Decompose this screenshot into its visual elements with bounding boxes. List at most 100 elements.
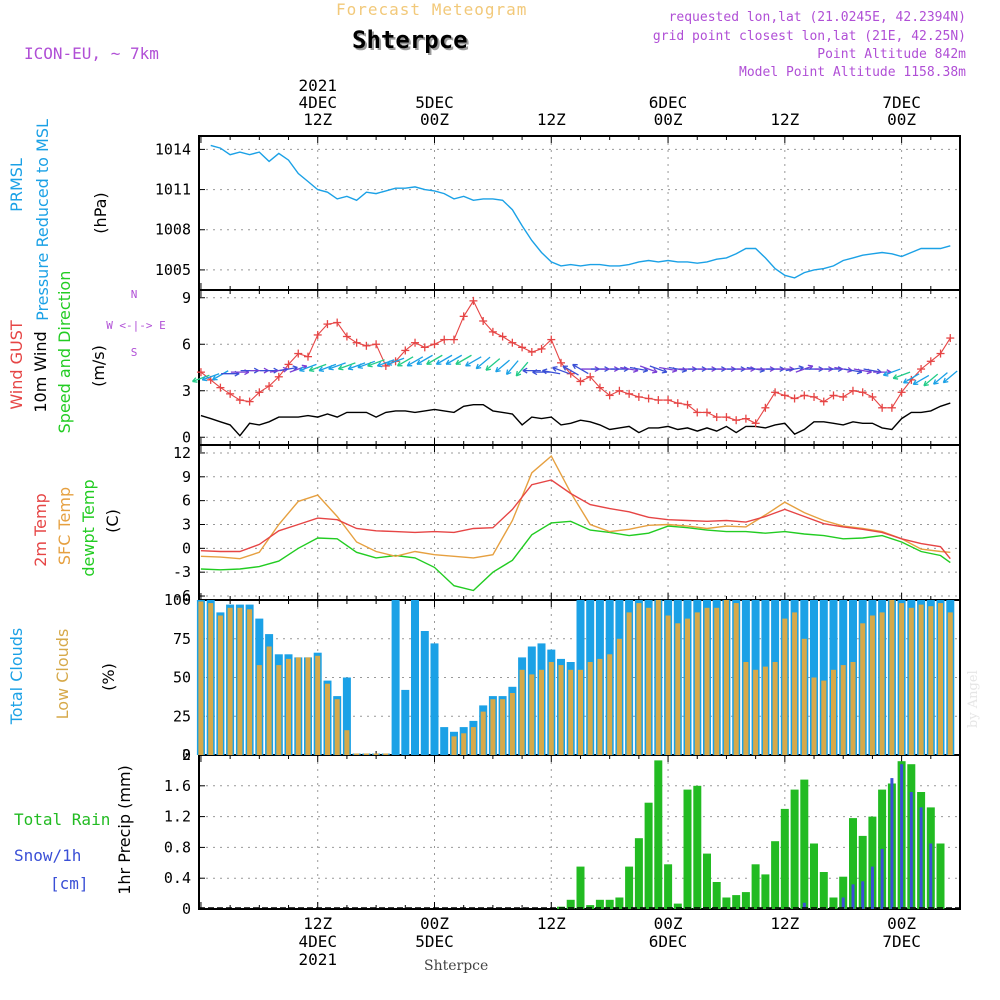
ytick-label-temp: -6	[173, 587, 191, 605]
ytick-label-temp: 12	[173, 444, 191, 462]
wind-arrow-shaft	[347, 362, 366, 370]
gust-marker	[527, 348, 536, 356]
low-clouds-bar	[889, 600, 895, 755]
wind-arrow-shaft	[475, 356, 491, 370]
total-clouds-bar	[401, 689, 410, 755]
wind-arrow	[192, 374, 210, 383]
wind-arrow-shaft	[495, 359, 510, 373]
low-clouds-bar	[295, 657, 301, 755]
gust-marker	[625, 389, 634, 398]
low-clouds-bar	[938, 603, 943, 755]
wind-arrow-head	[902, 378, 907, 384]
wind-arrow-head	[681, 369, 687, 373]
wind-arrow-head	[406, 361, 411, 367]
gust-marker	[440, 335, 449, 344]
low-clouds-bar	[636, 603, 642, 755]
gust-marker	[255, 388, 264, 397]
sfc-temp-label: SFC Temp	[55, 487, 74, 565]
wind-speed-dir-label: Speed and Direction	[55, 271, 74, 434]
wind-arrow	[426, 354, 443, 365]
gust-marker	[352, 338, 361, 347]
gust-marker	[644, 394, 653, 403]
low-clouds-bar	[928, 606, 934, 755]
wind-arrow-head	[234, 373, 240, 377]
low-clouds-bar	[354, 753, 360, 755]
wind-arrow-head	[532, 371, 538, 376]
gust-marker	[245, 397, 254, 406]
wind-arrow-shaft	[397, 356, 414, 367]
rain-bar	[693, 785, 702, 909]
wind-arrow-head	[465, 361, 469, 367]
wind-arrow-shaft	[465, 356, 482, 367]
wind-arrow-head	[552, 367, 557, 372]
gust-marker	[518, 343, 527, 352]
low-clouds-bar	[461, 733, 467, 755]
wind-arrow	[299, 363, 317, 372]
low-clouds-bar	[509, 693, 515, 755]
gust-marker	[819, 397, 828, 406]
gust-marker	[868, 392, 877, 401]
wind-arrow	[376, 359, 395, 368]
low-clouds-bar	[801, 638, 807, 756]
wind-arrow-head	[506, 371, 512, 375]
ytick-label-precip: 1.2	[164, 808, 191, 826]
low-clouds-bar	[714, 607, 720, 756]
time-label-bottom: 7DEC	[882, 932, 921, 951]
gust-marker	[917, 365, 926, 374]
clouds-unit: (%)	[99, 663, 118, 691]
wind-arrow	[396, 356, 414, 367]
rain-bar	[751, 864, 760, 909]
footer-location: Shterpce	[424, 958, 489, 974]
wind-arrow-head	[426, 359, 430, 365]
wind-arrow-head	[522, 367, 528, 372]
wind-10m-label: 10m Wind	[31, 331, 50, 412]
wind-arrow-shaft	[416, 354, 433, 365]
wind-arrow-head	[328, 364, 333, 370]
wind-arrow	[639, 365, 658, 374]
low-clouds-bar	[899, 603, 905, 755]
low-clouds-bar	[860, 623, 866, 756]
total-clouds-bar	[391, 600, 400, 755]
rain-bar	[576, 866, 585, 909]
wind-arrow-head	[516, 373, 522, 377]
wind-arrow	[347, 362, 366, 371]
ytick-label-clouds: 0	[182, 746, 191, 764]
low-clouds-bar	[918, 604, 924, 755]
low-clouds-bar	[587, 662, 593, 755]
wind-gust-line	[200, 299, 951, 425]
wind-arrow-shaft	[843, 368, 862, 373]
low-clouds-bar	[879, 612, 885, 755]
wind-arrow-shaft	[299, 363, 317, 372]
wind-arrow-head	[653, 367, 658, 373]
low-clouds-bar	[276, 665, 282, 755]
panel-frame-temp	[198, 444, 961, 601]
wind-arrow	[367, 359, 385, 368]
wind-arrow-head	[301, 364, 307, 367]
gust-marker	[498, 332, 507, 341]
wind-arrow-shaft	[445, 354, 463, 365]
wind-arrow	[435, 354, 453, 365]
ytick-label-precip: 2	[182, 746, 191, 764]
ytick-label-temp: -3	[173, 563, 191, 581]
wind-arrow-head	[485, 368, 492, 371]
ytick-label-pressure: 1008	[155, 221, 191, 239]
wind-unit: (m/s)	[89, 345, 108, 387]
ytick-label-clouds: 50	[173, 669, 191, 687]
wind-arrow-head	[396, 361, 401, 367]
wind-arrow-head	[505, 369, 509, 375]
ytick-label-clouds: 25	[173, 707, 191, 725]
low-clouds-bar	[626, 612, 632, 755]
rain-bar	[595, 899, 604, 909]
wind-arrow-head	[328, 368, 334, 371]
sfc-temp-line	[200, 454, 951, 560]
wind-arrow-shaft	[668, 366, 687, 372]
low-clouds-bar	[247, 609, 253, 755]
wind-speed-line	[200, 402, 951, 437]
wind-arrow-head	[445, 359, 450, 365]
wind-arrow-head	[212, 375, 216, 381]
wind-arrow-head	[798, 365, 804, 369]
gust-marker	[673, 399, 682, 408]
temp2m-label: 2m Temp	[31, 493, 50, 567]
wind-arrow-head	[759, 369, 765, 373]
low-clouds-bar	[947, 612, 953, 755]
